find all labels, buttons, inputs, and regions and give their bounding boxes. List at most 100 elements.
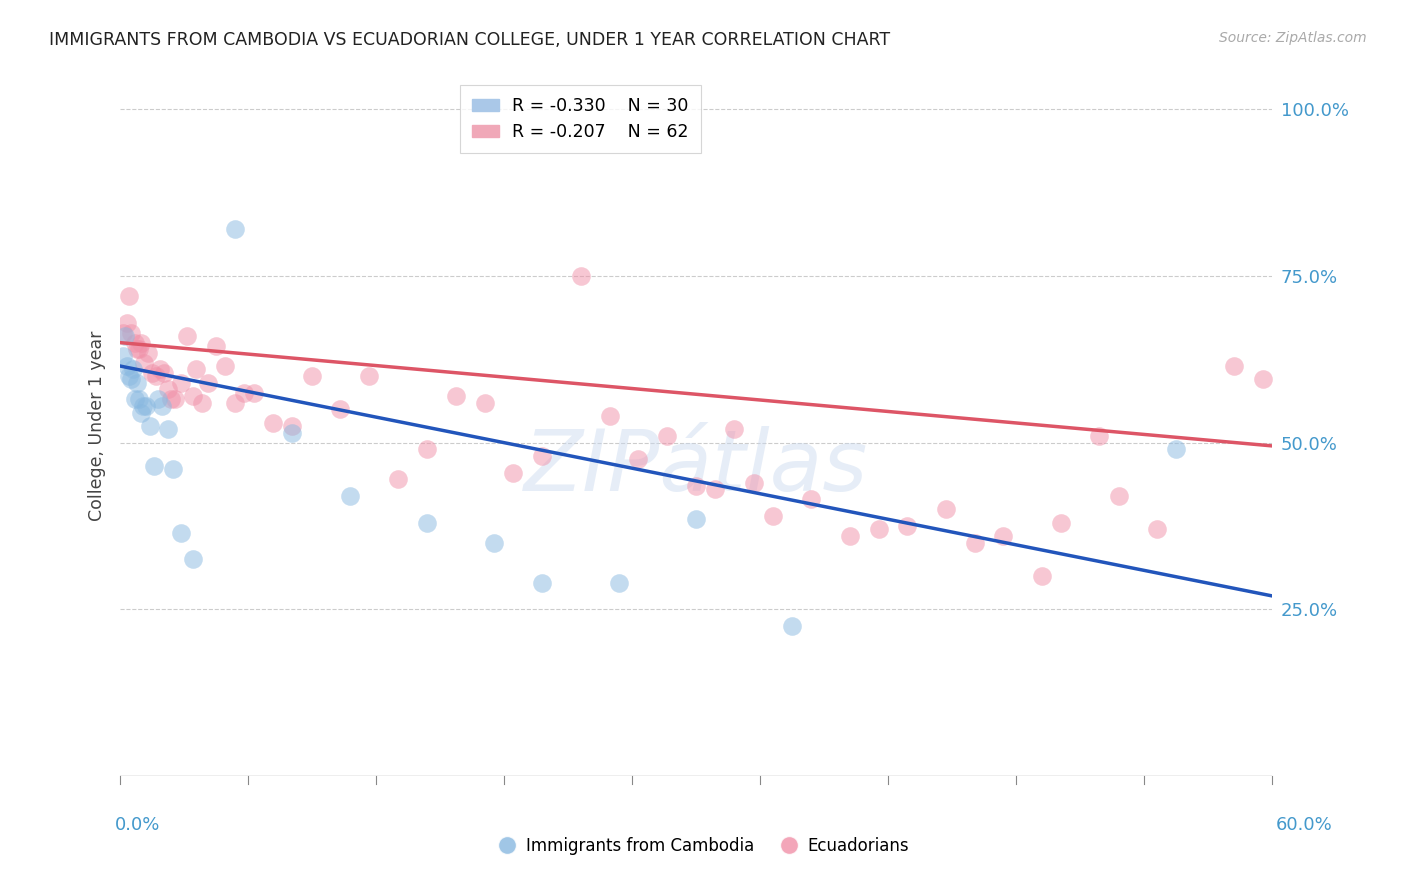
Point: [165, 392, 187, 407]
Point: [139, 418, 162, 433]
Point: [146, 392, 169, 407]
Text: Source: ZipAtlas.com: Source: ZipAtlas.com: [1219, 31, 1367, 45]
Point: [531, 449, 554, 463]
Point: [122, 362, 145, 376]
Point: [963, 535, 986, 549]
Point: [416, 442, 439, 457]
Point: [118, 289, 141, 303]
Point: [145, 368, 167, 383]
Point: [281, 425, 304, 440]
Point: [170, 525, 193, 540]
Point: [1166, 442, 1188, 457]
Point: [186, 362, 208, 376]
Point: [262, 416, 284, 430]
Point: [1108, 489, 1130, 503]
Point: [599, 409, 621, 423]
Point: [762, 508, 785, 523]
Text: ZIPátlas: ZIPátlas: [524, 426, 868, 509]
Point: [135, 399, 157, 413]
Point: [655, 429, 679, 443]
Point: [416, 516, 439, 530]
Point: [134, 355, 156, 369]
Point: [723, 422, 745, 436]
Point: [627, 452, 650, 467]
Point: [339, 489, 361, 503]
Point: [607, 575, 630, 590]
Point: [868, 522, 890, 536]
Text: IMMIGRANTS FROM CAMBODIA VS ECUADORIAN COLLEGE, UNDER 1 YEAR CORRELATION CHART: IMMIGRANTS FROM CAMBODIA VS ECUADORIAN C…: [49, 31, 890, 49]
Point: [204, 339, 226, 353]
Y-axis label: College, Under 1 year: College, Under 1 year: [87, 331, 105, 521]
Point: [685, 479, 707, 493]
Point: [181, 389, 204, 403]
Point: [156, 382, 179, 396]
Point: [160, 392, 183, 407]
Point: [149, 362, 172, 376]
Point: [569, 268, 592, 283]
Legend: Immigrants from Cambodia, Ecuadorians: Immigrants from Cambodia, Ecuadorians: [491, 830, 915, 862]
Point: [935, 502, 957, 516]
Point: [214, 359, 236, 373]
Point: [531, 575, 554, 590]
Point: [502, 466, 524, 480]
Point: [1031, 569, 1053, 583]
Point: [301, 368, 323, 383]
Point: [125, 376, 148, 390]
Point: [114, 329, 136, 343]
Point: [129, 406, 152, 420]
Point: [170, 376, 193, 390]
Point: [143, 458, 166, 473]
Point: [162, 462, 184, 476]
Point: [993, 529, 1015, 543]
Point: [120, 326, 142, 340]
Text: 0.0%: 0.0%: [115, 816, 160, 834]
Point: [281, 418, 304, 433]
Point: [742, 475, 765, 490]
Point: [780, 619, 803, 633]
Point: [243, 385, 266, 400]
Point: [124, 335, 146, 350]
Point: [138, 345, 160, 359]
Point: [176, 329, 198, 343]
Point: [685, 512, 707, 526]
Point: [1088, 429, 1111, 443]
Point: [1146, 522, 1168, 536]
Point: [129, 335, 152, 350]
Point: [329, 402, 352, 417]
Legend: R = -0.330    N = 30, R = -0.207    N = 62: R = -0.330 N = 30, R = -0.207 N = 62: [460, 85, 702, 153]
Point: [444, 389, 467, 403]
Point: [800, 492, 823, 507]
Point: [115, 359, 138, 373]
Point: [484, 535, 506, 549]
Point: [387, 472, 409, 486]
Point: [233, 385, 256, 400]
Point: [120, 372, 142, 386]
Point: [152, 366, 174, 380]
Point: [181, 552, 204, 566]
Point: [224, 222, 246, 236]
Point: [128, 343, 150, 357]
Point: [156, 422, 179, 436]
Point: [141, 366, 163, 380]
Point: [115, 316, 138, 330]
Point: [1251, 372, 1274, 386]
Point: [131, 399, 153, 413]
Point: [224, 395, 246, 409]
Point: [1223, 359, 1246, 373]
Point: [118, 368, 141, 383]
Point: [474, 395, 496, 409]
Point: [359, 368, 381, 383]
Point: [704, 483, 727, 497]
Point: [112, 349, 135, 363]
Point: [124, 392, 146, 407]
Point: [838, 529, 860, 543]
Point: [112, 326, 135, 340]
Point: [128, 392, 150, 407]
Point: [1050, 516, 1073, 530]
Point: [191, 395, 214, 409]
Point: [197, 376, 219, 390]
Text: 60.0%: 60.0%: [1277, 816, 1333, 834]
Point: [150, 399, 173, 413]
Point: [125, 343, 148, 357]
Point: [896, 519, 918, 533]
